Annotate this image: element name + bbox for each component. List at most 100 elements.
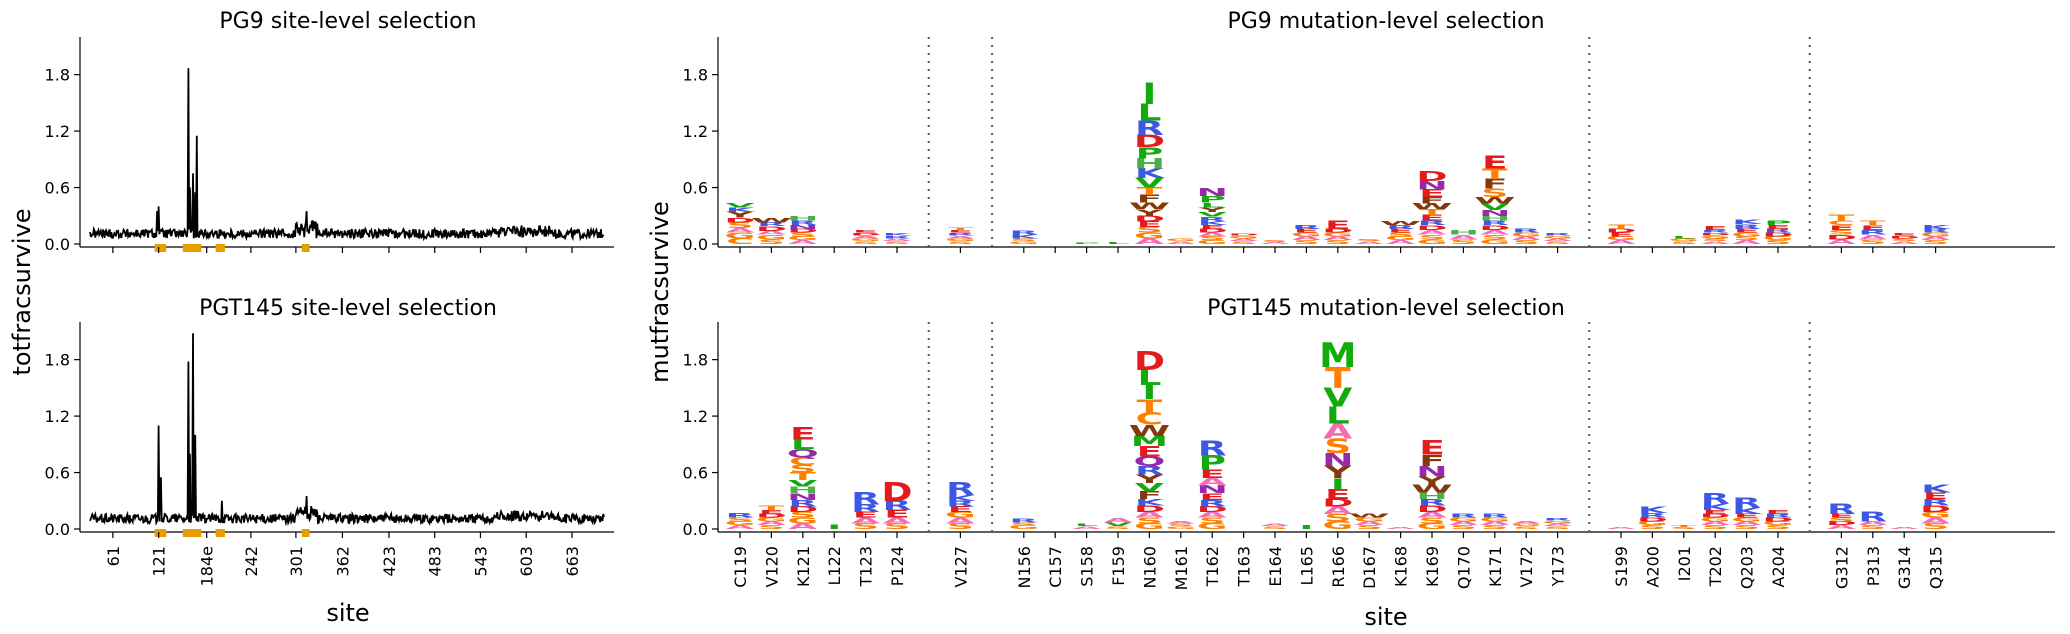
pg9-mut-letter-K: K [725,206,756,213]
pg9-mut-letter-E: E [1419,214,1445,223]
pg9-mut-letter-E: E [1891,232,1917,237]
pgt145-mut-letter-A: A [725,524,754,530]
pgt145-mut-xtick-label: K121 [794,546,813,587]
pg9-mut-letter-G: G [1920,232,1951,238]
pg9-mut-letter-A: A [788,239,817,245]
pg9-mut-letter-A: A [1543,238,1573,243]
pg9-mut-letter-R: R [1858,229,1887,236]
pgt145-mut-letter-G: G [1700,517,1731,523]
pg9-mut-letter-S: S [1481,186,1508,200]
pg9-mut-letter-L: L [1200,202,1224,209]
pg9-mut-letter-S: S [1136,226,1163,235]
pgt145-mut-letter-V: V [1323,383,1352,413]
pg9-mut-letter-S: S [1513,239,1540,245]
pgt145-mut-letter-R: R [1732,495,1761,510]
pgt145-mut-letter-K: K [1638,505,1668,515]
chart-panels: 0.0 0.6 1.2 1.8 0.0 0.6 1.2 1.8 61 121 184e 242 301 3… [45,37,2055,590]
pgt145-mut-letter-D: D [787,505,818,514]
pgt145-mut-letter-A: A [1701,521,1730,527]
pg9-mut-letter-E: E [1702,225,1728,231]
pgt145-site-xtick-label: 483 [426,546,445,577]
pgt145-mut-letter-V: V [1103,522,1132,528]
pg9-mut-letter-A: A [1921,236,1950,242]
pg9-mut-ytick-label: 1.8 [683,66,708,85]
pgt145-mut-letter-A: A [1198,476,1228,488]
pgt145-mut-letter-R: R [1418,498,1447,508]
pg9-mut-letter-W: W [1411,202,1453,211]
pg9-mut-letter-G: G [1479,238,1510,245]
pg9-mut-letter-S: S [852,241,879,246]
pgt145-mut-letter-D: D [1197,505,1228,514]
pgt145-mut-ytick-label: 1.8 [683,351,708,370]
pgt145-mut-letter-A: A [1890,527,1920,530]
pgt145-mut-letter-I: I [1299,524,1313,530]
pgt145-mut-letter-G: G [1448,517,1479,523]
pgt145-mut-letter-V: V [1135,481,1165,495]
pgt145-site-ytick-label: 0.6 [45,464,70,483]
pgt145-mut-letter-T: T [790,471,816,483]
pg9-mut-letter-L: L [1137,100,1161,127]
pg9-mut-letter-G: G [850,238,881,243]
pg9-mut-letter-R: R [1701,229,1730,234]
pgt145-mut-letter-G: G [1197,522,1228,531]
pgt145-mut-letter-S: S [1639,524,1666,530]
pg9-mut-letter-E: E [948,229,974,234]
pg9-mut-letter-A: A [1166,241,1196,246]
pgt145-mut-letter-R: R [1135,464,1164,478]
pgt145-site-highlight-site [160,529,167,537]
pgt145-mut-letter-D: D [1637,517,1668,523]
pg9-mut-letter-G: G [787,236,818,242]
pgt145-mut-letter-A: A [1858,521,1887,527]
pgt145-mut-letter-I: I [827,523,841,530]
pg9-mut-letter-G: G [1417,238,1448,245]
pg9-mut-letter-S: S [1261,240,1288,243]
pg9-mut-letter-R: R [757,221,786,227]
pg9-mut-letter-A: A [1292,236,1321,242]
pgt145-mut-letter-E: E [1137,444,1163,460]
pg9-mut-letter-N: N [1197,187,1228,199]
pg9-mut-letter-A: A [882,238,912,243]
pgt145-mut-letter-R: R [883,498,912,513]
pg9-mut-letter-V: V [1198,211,1227,218]
pg9-mut-letter-T: T [1829,214,1855,223]
pg9-mut-letter-D: D [756,225,787,232]
pgt145-mut-xtick-label: D167 [1360,546,1379,589]
pgt145-mut-letter-G: G [945,511,976,520]
pg9-mut-letter-T: T [1419,208,1445,217]
pgt145-mut-letter-G: G [1322,520,1353,532]
pgt145-mut-letter-R: R [851,503,880,515]
pg9-mut-letter-E: E [853,229,879,234]
pg9-mut-letter-T: T [948,226,975,231]
pgt145-site-xtick-label: 603 [517,546,536,577]
pg9-mut-letter-S: S [1922,239,1949,245]
pg9-mut-letter-T: T [1608,223,1634,230]
pgt145-mut-letter-A: A [1480,521,1509,527]
pgt145-mut-letter-S: S [1324,512,1351,524]
pgt145-mut-letter-D: D [1322,497,1353,509]
pg9-mut-letter-S: S [1481,234,1508,241]
pgt145-mut-letter-S: S [1733,524,1760,530]
pg9-mut-letter-A: A [1449,234,1478,241]
pg9-mut-letter-P: P [1198,195,1225,205]
pgt145-mut-letter-S: S [1104,526,1131,531]
pgt145-mut-letter-E: E [759,509,785,515]
pgt145-mut-letter-L: L [1075,523,1099,528]
pgt145-mut-letter-D: D [1920,504,1951,514]
pgt145-mut-letter-G: G [1542,520,1573,525]
pgt145-mut-letter-A: A [1543,523,1573,528]
pg9-mut-letter-E: E [1734,228,1760,234]
pg9-mut-letter-A: A [851,235,881,240]
pgt145-mut-letter-D: D [1134,346,1165,376]
pg9-mut-letter-V: V [725,202,754,209]
pgt145-mut-letter-H: H [787,485,818,495]
pgt145-mut-letter-S: S [883,522,910,531]
pg9-mut-letter-A: A [1732,239,1761,245]
pgt145-mut-xtick-label: P124 [888,546,907,586]
pg9-site-ytick-label: 0.0 [45,235,70,254]
pgt145-mut-letter-D: D [881,477,912,507]
pg9-mut-letter-R: R [946,232,975,237]
pgt145-mut-letter-S: S [1136,517,1163,526]
pg9-mut-letter-H: H [1448,229,1479,236]
pg9-mut-letter-A: A [1260,242,1290,245]
pg9-mut-letter-S: S [758,238,785,245]
